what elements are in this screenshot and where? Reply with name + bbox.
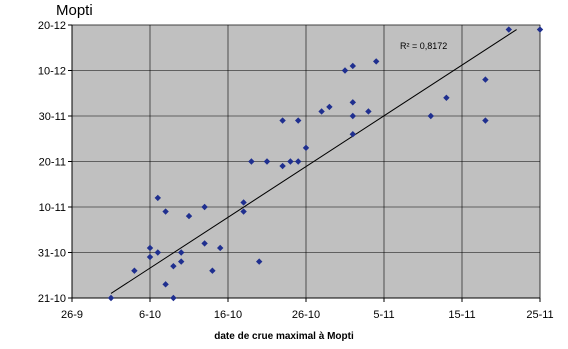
- data-point: [349, 131, 356, 138]
- data-point: [209, 267, 216, 274]
- data-point: [279, 162, 286, 170]
- data-point: [295, 117, 302, 124]
- data-point: [146, 253, 154, 261]
- data-point: [536, 26, 544, 33]
- data-point: [349, 99, 356, 106]
- y-tick-label: 31-10: [38, 248, 66, 260]
- data-point: [248, 158, 255, 165]
- data-point: [287, 158, 294, 165]
- data-point: [341, 67, 349, 74]
- y-tick-label: 10-12: [38, 66, 66, 78]
- x-axis-label: date de crue maximal à Mopti: [214, 331, 354, 342]
- data-point: [349, 62, 356, 70]
- data-point: [154, 249, 161, 256]
- y-tick-label: 30-11: [39, 111, 66, 123]
- x-tick-label: 5-11: [373, 309, 394, 321]
- chart-title: Mopti: [56, 2, 93, 19]
- x-tick-label: 6-10: [139, 309, 161, 321]
- y-tick-label: 10-11: [39, 202, 66, 214]
- axes: [68, 24, 541, 302]
- y-tick-label: 21-10: [38, 293, 66, 305]
- r-squared-annotation: R² = 0,8172: [400, 41, 447, 51]
- x-tick-label: 26-9: [61, 309, 83, 321]
- y-tick-label: 20-11: [39, 157, 66, 169]
- data-point: [162, 208, 169, 215]
- data-point: [318, 108, 325, 115]
- data-point: [162, 281, 169, 288]
- data-point: [349, 112, 356, 120]
- data-point: [256, 258, 263, 265]
- x-tick-label: 15-11: [448, 309, 475, 321]
- data-point: [170, 294, 177, 302]
- data-point: [217, 244, 224, 252]
- data-point: [326, 103, 333, 111]
- data-point: [443, 94, 450, 101]
- data-point: [263, 158, 271, 165]
- data-point: [482, 76, 489, 83]
- data-point: [146, 244, 154, 252]
- y-tick-label: 20-12: [38, 20, 66, 32]
- data-point: [365, 108, 372, 115]
- tick-labels: 26-9 6-10 16-10 26-10 5-11 15-11 25-11 21-10 31-…: [38, 20, 554, 321]
- data-point: [240, 199, 247, 206]
- data-point: [131, 267, 138, 274]
- data-point: [201, 240, 208, 247]
- data-point: [295, 158, 302, 165]
- x-tick-label: 26-10: [292, 309, 320, 321]
- data-point: [178, 249, 185, 256]
- trendline: [110, 29, 517, 294]
- data-points: [107, 26, 544, 302]
- data-point: [178, 258, 185, 265]
- data-point: [201, 203, 208, 211]
- data-point: [302, 144, 310, 152]
- data-point: [107, 294, 115, 302]
- data-point: [279, 117, 286, 124]
- data-point: [170, 262, 177, 270]
- data-point: [373, 58, 380, 65]
- x-tick-label: 25-11: [526, 309, 553, 321]
- data-point: [154, 194, 161, 202]
- data-point: [185, 212, 193, 220]
- data-point: [505, 26, 512, 33]
- data-point: [427, 112, 434, 120]
- x-tick-label: 16-10: [214, 309, 242, 321]
- data-point: [482, 117, 489, 124]
- data-point: [240, 208, 247, 215]
